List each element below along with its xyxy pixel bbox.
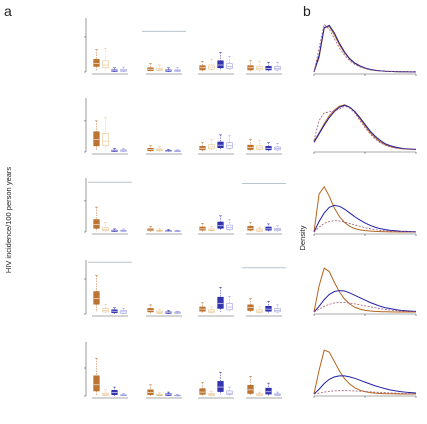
box-mark — [102, 308, 109, 313]
box-panel-0 — [84, 18, 282, 75]
box-mark — [147, 228, 154, 232]
box-panel-3 — [84, 260, 286, 317]
density-curve-dashed — [313, 302, 417, 313]
box-mark — [217, 221, 224, 229]
box-mark — [93, 219, 100, 229]
box-mark — [147, 389, 154, 395]
density-panel-1 — [313, 104, 417, 154]
box-mark — [102, 227, 109, 232]
density-curve-solid-orange — [313, 349, 416, 395]
box-panel-2 — [84, 178, 286, 235]
density-panel-2 — [313, 185, 417, 236]
box-panel-4 — [84, 342, 282, 399]
density-curve-solid-blue — [313, 204, 417, 233]
box-mark — [156, 310, 163, 314]
box-mark — [226, 224, 233, 230]
density-panel-3 — [313, 267, 417, 316]
density-panels — [313, 23, 417, 398]
box-mark — [265, 387, 272, 395]
box-mark — [265, 66, 272, 71]
panel-b-label: b — [303, 3, 311, 19]
density-axis-label: Density — [298, 225, 307, 250]
box-mark — [102, 133, 109, 147]
box-mark — [256, 66, 263, 71]
box-mark — [256, 145, 263, 150]
box-mark — [102, 60, 109, 69]
box-mark — [147, 308, 154, 313]
density-curve-solid-blue — [313, 290, 417, 313]
box-mark — [199, 388, 206, 395]
box-mark — [93, 59, 100, 67]
density-curve-solid-orange — [313, 267, 416, 313]
box-mark — [226, 390, 233, 395]
box-mark — [226, 303, 233, 311]
box-mark — [274, 308, 281, 313]
box-mark — [217, 60, 224, 69]
box-mark — [265, 305, 272, 312]
density-curve-solid-blue — [313, 24, 417, 73]
box-mark — [217, 141, 224, 148]
box-mark — [120, 68, 127, 72]
box-mark — [265, 226, 272, 231]
box-mark — [247, 144, 254, 150]
panel-a-label: a — [4, 3, 12, 19]
density-curve-dashed — [313, 105, 417, 151]
density-curve-solid-orange — [313, 25, 417, 73]
density-curve-solid-blue — [313, 375, 417, 395]
box-panel-1 — [84, 98, 282, 155]
y-axis-label: HIV incidence/100 person years — [4, 167, 13, 274]
box-mark — [208, 144, 215, 150]
box-mark — [199, 226, 206, 231]
density-curve-solid-orange — [313, 185, 416, 233]
box-mark — [93, 131, 100, 147]
box-mark — [208, 228, 215, 232]
box-mark — [217, 296, 224, 309]
box-mark — [156, 68, 163, 71]
box-mark — [274, 66, 281, 71]
box-mark — [226, 63, 233, 69]
box-panels — [84, 18, 286, 399]
density-curve-dashed — [313, 390, 417, 395]
density-curve-solid-blue — [313, 104, 417, 150]
box-mark — [93, 291, 100, 305]
density-curve-dashed — [313, 23, 416, 73]
density-panel-4 — [313, 349, 417, 398]
box-mark — [247, 385, 254, 394]
density-panel-0 — [313, 23, 417, 76]
box-mark — [93, 375, 100, 392]
box-mark — [217, 381, 224, 392]
box-mark — [226, 142, 233, 149]
